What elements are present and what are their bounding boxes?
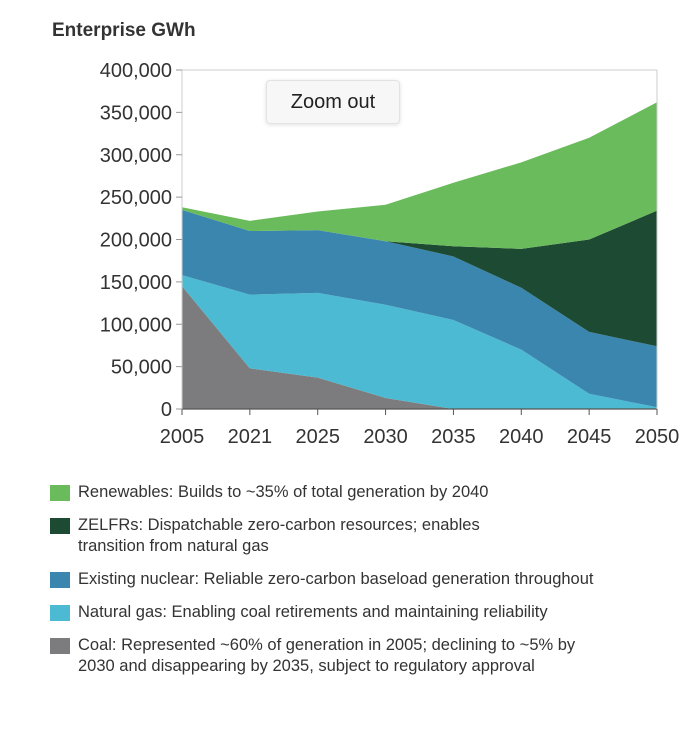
- x-tick-label: 2030: [363, 426, 408, 448]
- legend-item-zelfrs: ZELFRs: Dispatchable zero-carbon resourc…: [50, 515, 690, 557]
- x-tick-label: 2045: [567, 426, 612, 448]
- area-coal: [182, 286, 657, 409]
- legend-item-renewables: Renewables: Builds to ~35% of total gene…: [50, 482, 690, 503]
- area-chart: 2005 2021 2025 2030 2035 2040 2045 2050 0 50,000…: [100, 60, 680, 448]
- legend-swatch-renewables: [50, 485, 70, 501]
- legend-item-coal: Coal: Represented ~60% of generation in …: [50, 635, 690, 677]
- area-natural-gas: [182, 275, 657, 409]
- x-tick-label: 2050: [635, 426, 680, 448]
- legend-swatch-natural-gas: [50, 605, 70, 621]
- y-tick-label: 400,000: [100, 60, 172, 82]
- legend-label-natural-gas: Natural gas: Enabling coal retirements a…: [78, 603, 548, 621]
- area-zelfrs: [182, 209, 657, 347]
- x-tick-label: 2021: [228, 426, 273, 448]
- area-renewables: [182, 102, 657, 249]
- x-tick-label: 2025: [295, 426, 340, 448]
- legend-swatch-zelfrs: [50, 518, 70, 534]
- legend-swatch-coal: [50, 638, 70, 654]
- y-tick-label: 100,000: [100, 314, 172, 336]
- legend-label-coal: Coal: Represented ~60% of generation in …: [78, 636, 576, 675]
- x-tick-label: 2040: [499, 426, 544, 448]
- legend-item-existing-nuclear: Existing nuclear: Reliable zero-carbon b…: [50, 569, 690, 590]
- y-tick-label: 250,000: [100, 187, 172, 209]
- area-existing-nuclear: [182, 209, 657, 408]
- area-layer: [182, 102, 657, 409]
- y-tick-label: 300,000: [100, 145, 172, 167]
- legend-label-renewables: Renewables: Builds to ~35% of total gene…: [78, 483, 489, 501]
- y-axis-ticks: 0 50,000 100,000 150,000 200,000 250,000 300,0…: [100, 60, 182, 421]
- x-tick-label: 2005: [160, 426, 205, 448]
- chart-title: Enterprise GWh: [52, 20, 196, 41]
- y-tick-label: 150,000: [100, 272, 172, 294]
- legend-label-existing-nuclear: Existing nuclear: Reliable zero-carbon b…: [78, 570, 594, 588]
- y-tick-label: 50,000: [111, 357, 172, 379]
- zoom-out-button[interactable]: Zoom out: [266, 80, 400, 124]
- y-tick-label: 200,000: [100, 230, 172, 252]
- x-tick-label: 2035: [431, 426, 476, 448]
- legend-swatch-existing-nuclear: [50, 572, 70, 588]
- y-tick-label: 0: [161, 399, 172, 421]
- x-axis-ticks: 2005 2021 2025 2030 2035 2040 2045 2050: [160, 409, 680, 448]
- y-tick-label: 350,000: [100, 102, 172, 124]
- legend-item-natural-gas: Natural gas: Enabling coal retirements a…: [50, 602, 690, 623]
- legend-label-zelfrs: ZELFRs: Dispatchable zero-carbon resourc…: [78, 516, 480, 555]
- legend: Renewables: Builds to ~35% of total gene…: [50, 482, 690, 689]
